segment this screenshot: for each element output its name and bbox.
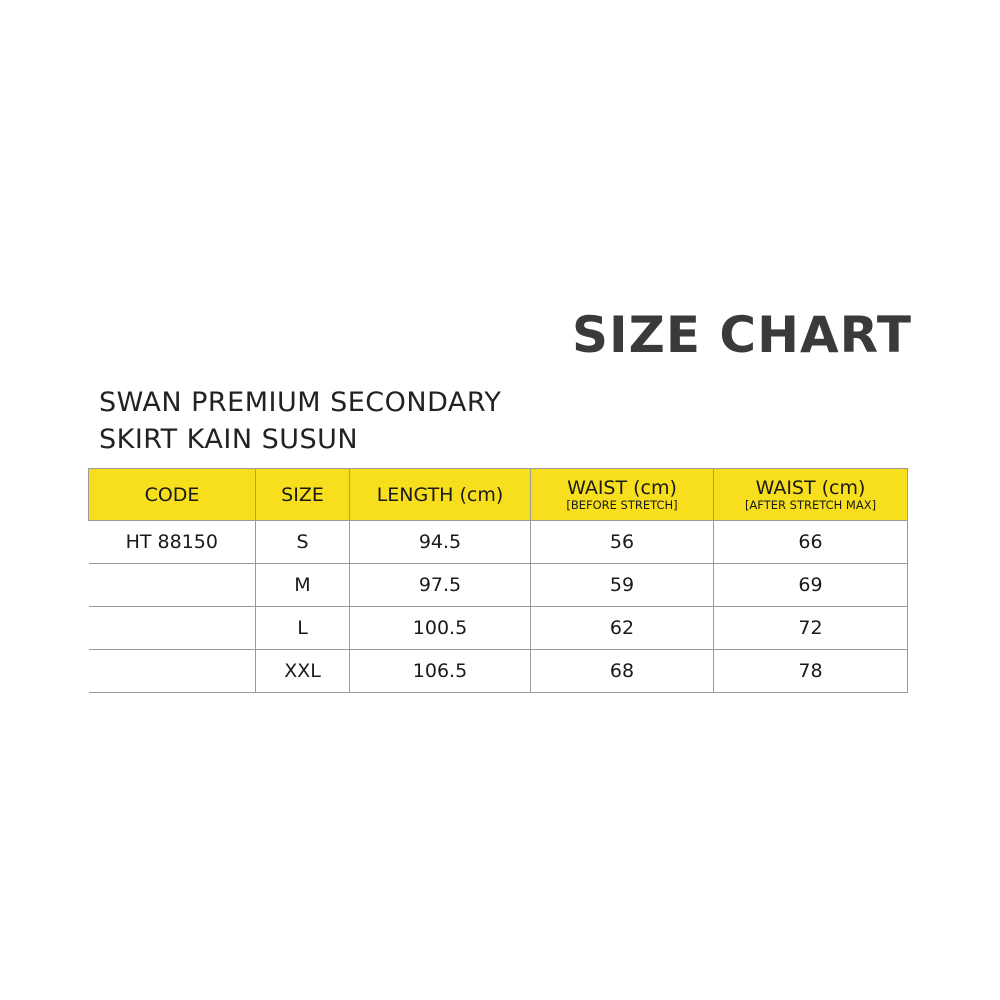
page-title: SIZE CHART xyxy=(571,306,912,364)
cell-waist-after: 66 xyxy=(713,520,908,564)
product-name: SWAN PREMIUM SECONDARY SKIRT KAIN SUSUN xyxy=(99,384,501,458)
cell-waist-after: 72 xyxy=(713,606,908,650)
table-row: XXL 106.5 68 78 xyxy=(88,649,908,693)
table-row: L 100.5 62 72 xyxy=(88,606,908,650)
table-row: HT 88150 S 94.5 56 66 xyxy=(88,520,908,564)
cell-waist-after: 69 xyxy=(713,563,908,607)
header-label: CODE xyxy=(144,483,200,506)
product-name-line-2: SKIRT KAIN SUSUN xyxy=(99,424,359,455)
header-code: CODE xyxy=(88,468,256,521)
header-sublabel: [BEFORE STRETCH] xyxy=(566,497,678,512)
cell-length: 97.5 xyxy=(349,563,531,607)
header-label: SIZE xyxy=(281,483,324,506)
cell-waist-after: 78 xyxy=(713,649,908,693)
cell-code xyxy=(88,649,256,693)
header-waist-before: WAIST (cm) [BEFORE STRETCH] xyxy=(530,468,714,521)
cell-waist-before: 62 xyxy=(530,606,714,650)
header-waist-after: WAIST (cm) [AFTER STRETCH MAX] xyxy=(713,468,908,521)
cell-length: 106.5 xyxy=(349,649,531,693)
header-row: CODE SIZE LENGTH (cm) WAIST (cm) [BEFORE … xyxy=(88,468,908,521)
cell-size: XXL xyxy=(255,649,350,693)
cell-size: M xyxy=(255,563,350,607)
header-label: LENGTH (cm) xyxy=(376,483,504,506)
table-row: M 97.5 59 69 xyxy=(88,563,908,607)
product-name-line-1: SWAN PREMIUM SECONDARY xyxy=(99,387,502,418)
cell-waist-before: 59 xyxy=(530,563,714,607)
cell-code xyxy=(88,563,256,607)
header-sublabel: [AFTER STRETCH MAX] xyxy=(744,497,877,512)
cell-waist-before: 56 xyxy=(530,520,714,564)
header-size: SIZE xyxy=(255,468,350,521)
size-table: CODE SIZE LENGTH (cm) WAIST (cm) [BEFORE … xyxy=(88,468,908,693)
cell-size: S xyxy=(255,520,350,564)
cell-code xyxy=(88,606,256,650)
cell-code: HT 88150 xyxy=(88,520,256,564)
header-length: LENGTH (cm) xyxy=(349,468,531,521)
cell-length: 94.5 xyxy=(349,520,531,564)
cell-length: 100.5 xyxy=(349,606,531,650)
header-label: WAIST (cm) xyxy=(755,476,866,499)
cell-size: L xyxy=(255,606,350,650)
header-label: WAIST (cm) xyxy=(567,476,677,499)
cell-waist-before: 68 xyxy=(530,649,714,693)
